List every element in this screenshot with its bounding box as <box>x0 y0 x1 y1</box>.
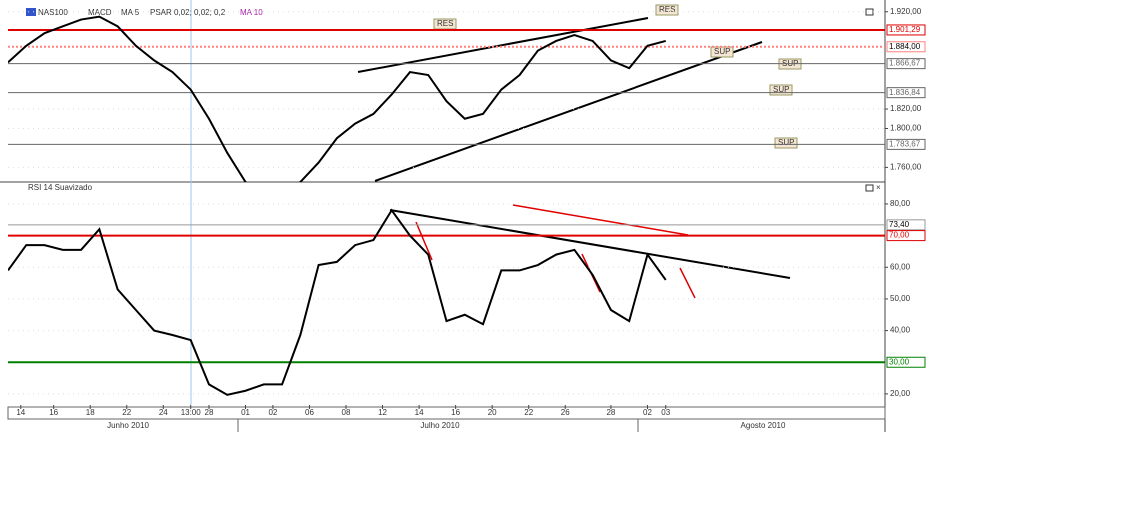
level-label: 1.783,67 <box>889 139 921 148</box>
x-tick-label: 01 <box>241 408 250 417</box>
level-label-box <box>886 138 926 150</box>
y-tick-label: 80,00 <box>890 199 911 208</box>
data-line <box>8 208 667 396</box>
symbol[interactable]: NAS100 <box>38 8 68 17</box>
x-tick-label: 18 <box>86 408 95 417</box>
res-label: RES <box>437 19 453 28</box>
indicator[interactable]: PSAR 0,02; 0,02; 0,2 <box>150 8 226 17</box>
plot-area <box>8 15 885 182</box>
plot-area <box>8 208 885 396</box>
y-tick-label: 1.800,00 <box>890 124 922 133</box>
level-label-box <box>886 356 926 368</box>
level-label: 1.836,84 <box>889 88 921 97</box>
x-tick-label: 22 <box>524 408 533 417</box>
indicator[interactable]: MA 5 <box>121 8 140 17</box>
x-tick-label: 16 <box>49 408 58 417</box>
level-label: 70,00 <box>889 231 910 240</box>
level-label: 30,00 <box>889 357 910 366</box>
sup-label: SUP <box>778 138 794 147</box>
level-label-box <box>886 58 926 70</box>
level-label-box <box>886 41 926 53</box>
y-tick-label: 1.820,00 <box>890 104 922 113</box>
month-label: Junho 2010 <box>107 421 149 430</box>
close-button[interactable]: × <box>876 183 881 192</box>
x-tick-label: 08 <box>342 408 351 417</box>
level-label: 73,40 <box>889 220 910 229</box>
level-label-box <box>886 219 926 231</box>
rsi-title[interactable]: RSI 14 Suavizado <box>28 183 93 192</box>
month-label: Julho 2010 <box>420 421 460 430</box>
sup-label: SUP <box>714 47 730 56</box>
sup-label: SUP <box>773 85 789 94</box>
x-tick-label: 02 <box>643 408 652 417</box>
x-tick-label: 26 <box>561 408 570 417</box>
level-label-box <box>886 230 926 242</box>
y-tick-label: 1.760,00 <box>890 163 922 172</box>
x-tick-label: 16 <box>451 408 460 417</box>
x-tick-label: 03 <box>661 408 670 417</box>
x-tick-label: 13:00 <box>181 408 202 417</box>
trend-lines <box>357 17 791 279</box>
y-tick-label: 50,00 <box>890 294 911 303</box>
x-tick-label: 14 <box>415 408 424 417</box>
x-tick-label: 06 <box>305 408 314 417</box>
x-tick-label: 20 <box>488 408 497 417</box>
res-label: RES <box>659 5 675 14</box>
month-label: Agosto 2010 <box>741 421 786 430</box>
x-axis-strip <box>7 406 886 420</box>
x-tick-label: 28 <box>205 408 214 417</box>
data-line <box>8 15 667 182</box>
y-tick-label: 1.920,00 <box>890 7 922 16</box>
x-tick-label: 14 <box>16 408 25 417</box>
level-label: 1.866,67 <box>889 59 921 68</box>
level-label: 1.901,29 <box>889 25 921 34</box>
level-label: 1.884,00 <box>889 42 921 51</box>
indicator[interactable]: MACD <box>88 8 112 17</box>
y-tick-label: 40,00 <box>890 326 911 335</box>
symbol-icon <box>26 8 36 16</box>
window-button[interactable] <box>865 184 874 192</box>
y-tick-label: 60,00 <box>890 262 911 271</box>
level-label-box <box>886 24 926 36</box>
indicator[interactable]: MA 10 <box>240 8 263 17</box>
x-tick-label: 02 <box>268 408 277 417</box>
x-tick-label: 12 <box>378 408 387 417</box>
level-label-box <box>886 87 926 99</box>
x-tick-label: 28 <box>606 408 615 417</box>
x-tick-label: 24 <box>159 408 168 417</box>
y-tick-label: 20,00 <box>890 389 911 398</box>
x-tick-label: 22 <box>122 408 131 417</box>
